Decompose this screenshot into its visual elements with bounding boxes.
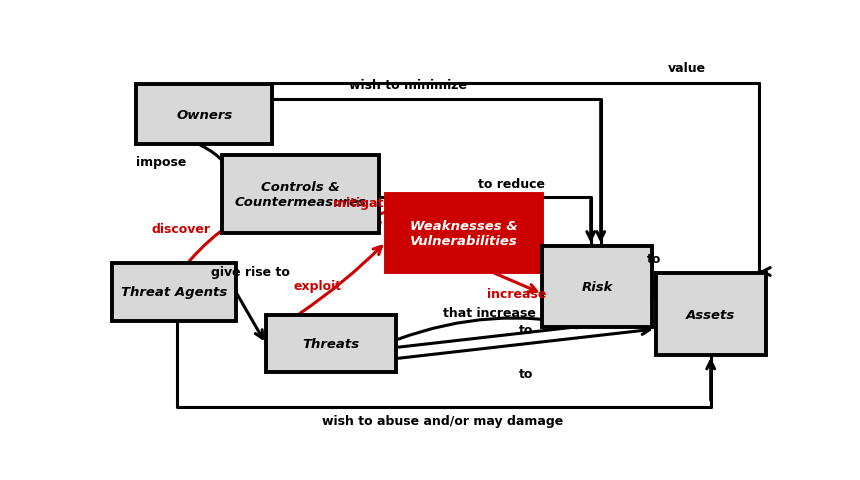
FancyBboxPatch shape [223, 156, 379, 233]
Text: Controls &
Countermeasures: Controls & Countermeasures [235, 180, 366, 208]
FancyBboxPatch shape [543, 246, 653, 327]
Text: discover: discover [151, 222, 211, 235]
Text: Threats: Threats [302, 337, 359, 350]
FancyBboxPatch shape [655, 274, 765, 355]
FancyBboxPatch shape [136, 85, 273, 144]
Text: that increase: that increase [444, 306, 537, 319]
Text: impose: impose [136, 156, 186, 168]
Text: give rise to: give rise to [212, 265, 290, 278]
Text: Owners: Owners [176, 108, 232, 121]
Text: to: to [519, 367, 533, 380]
FancyBboxPatch shape [113, 264, 236, 321]
Text: wish to abuse and/or may damage: wish to abuse and/or may damage [322, 414, 563, 427]
Text: exploit: exploit [293, 279, 341, 292]
Text: mitigate: mitigate [333, 197, 392, 210]
FancyBboxPatch shape [266, 315, 396, 372]
Text: increase: increase [487, 288, 546, 300]
Text: Threat Agents: Threat Agents [121, 286, 227, 299]
Text: to reduce: to reduce [478, 178, 545, 191]
Text: Weaknesses &
Vulnerabilities: Weaknesses & Vulnerabilities [410, 219, 518, 247]
Text: to: to [519, 324, 533, 336]
FancyBboxPatch shape [386, 194, 543, 272]
Text: value: value [668, 62, 706, 75]
Text: to: to [647, 252, 661, 265]
Text: Assets: Assets [686, 308, 735, 321]
Text: wish to minimize: wish to minimize [349, 79, 467, 92]
Text: Risk: Risk [581, 280, 613, 293]
